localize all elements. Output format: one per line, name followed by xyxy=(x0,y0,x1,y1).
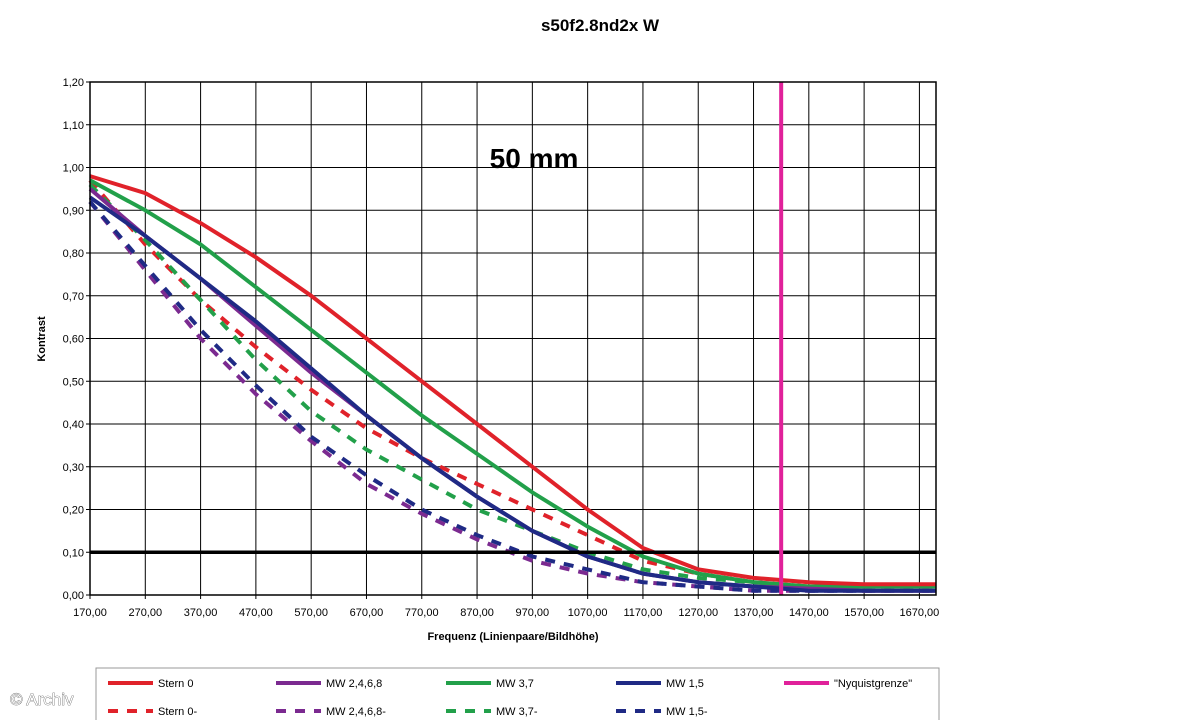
x-tick-labels: 170,00 270,00 370,00 470,00 570,00 670,00 770,… xyxy=(73,607,939,619)
reference-lines xyxy=(90,82,936,595)
y-axis-label: Kontrast xyxy=(36,316,48,362)
legend-label: MW 1,5- xyxy=(666,706,708,718)
legend-box xyxy=(95,667,940,720)
x-tick-label: 470,00 xyxy=(239,607,273,619)
y-tick-label: 1,00 xyxy=(63,163,84,175)
annotation-focal-length: 50 mm xyxy=(490,143,579,174)
x-tick-label: 770,00 xyxy=(405,607,439,619)
x-tick-label: 870,00 xyxy=(460,607,494,619)
y-tick-label: 1,20 xyxy=(63,77,84,89)
y-tick-label: 0,90 xyxy=(63,205,84,217)
x-tick-label: 670,00 xyxy=(350,607,384,619)
y-tick-label: 0,50 xyxy=(63,376,84,388)
y-tick-label: 0,10 xyxy=(63,547,84,559)
y-tick-label: 0,00 xyxy=(63,590,84,602)
chart-title: s50f2.8nd2x W xyxy=(541,16,660,35)
x-tick-label: 570,00 xyxy=(294,607,328,619)
legend-label: Stern 0- xyxy=(158,706,197,718)
legend-label: MW 3,7 xyxy=(496,678,534,690)
legend-label: MW 2,4,6,8- xyxy=(326,706,386,718)
x-tick-label: 170,00 xyxy=(73,607,107,619)
x-tick-label: 1370,00 xyxy=(734,607,774,619)
y-tick-labels: 0,00 0,10 0,20 0,30 0,40 0,50 0,60 0,70 0,80 0,90… xyxy=(63,77,84,602)
y-tick-label: 0,40 xyxy=(63,419,84,431)
legend: Stern 0 MW 2,4,6,8 MW 3,7 MW 1,5 "Nyquistgre… xyxy=(95,667,940,720)
legend-label: MW 2,4,6,8 xyxy=(326,678,382,690)
x-tick-label: 270,00 xyxy=(128,607,162,619)
y-tick-label: 0,30 xyxy=(63,462,84,474)
x-tick-label: 370,00 xyxy=(184,607,218,619)
y-tick-label: 0,20 xyxy=(63,505,84,517)
x-tick-label: 1670,00 xyxy=(900,607,940,619)
legend-label: MW 1,5 xyxy=(666,678,704,690)
y-tick-label: 0,80 xyxy=(63,248,84,260)
legend-label: Stern 0 xyxy=(158,678,193,690)
x-tick-label: 1470,00 xyxy=(789,607,829,619)
x-tick-label: 1070,00 xyxy=(568,607,608,619)
legend-label: "Nyquistgrenze" xyxy=(834,678,912,690)
x-tick-label: 1170,00 xyxy=(623,607,662,619)
legend-label: MW 3,7- xyxy=(496,706,538,718)
watermark: © Archiv xyxy=(10,690,74,709)
y-tick-label: 1,10 xyxy=(63,120,84,132)
plot-frame xyxy=(89,81,937,596)
series-line-mw-2-4-6-8- xyxy=(88,200,936,593)
x-tick-label: 1270,00 xyxy=(678,607,718,619)
y-tick-label: 0,70 xyxy=(63,291,84,303)
x-tick-label: 1570,00 xyxy=(844,607,884,619)
y-tick-label: 0,60 xyxy=(63,334,84,346)
x-tick-label: 970,00 xyxy=(516,607,550,619)
x-axis-label: Frequenz (Linienpaare/Bildhöhe) xyxy=(427,631,598,643)
